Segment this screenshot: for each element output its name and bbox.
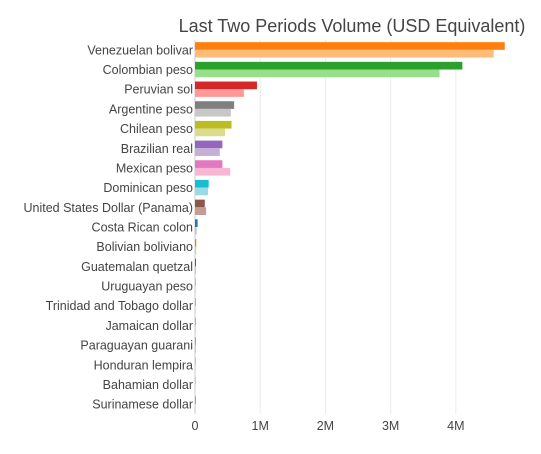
- bar-period-2[interactable]: [195, 305, 196, 314]
- bar-period-2[interactable]: [195, 246, 197, 255]
- bar-period-1[interactable]: [195, 199, 205, 208]
- bar-period-1[interactable]: [195, 101, 235, 109]
- category-label: Colombian peso: [103, 63, 193, 77]
- category-label: Bolivian boliviano: [96, 240, 193, 254]
- bar-period-2[interactable]: [195, 404, 196, 412]
- bar-period-1[interactable]: [195, 179, 209, 188]
- x-tick-label: 2M: [317, 419, 334, 433]
- category-label: Bahamian dollar: [103, 378, 193, 392]
- x-tick-label: 0: [192, 419, 199, 433]
- bar-period-1[interactable]: [195, 357, 196, 365]
- bar-period-1[interactable]: [195, 278, 196, 287]
- category-label: Guatemalan quetzal: [81, 260, 193, 274]
- bar-period-1[interactable]: [195, 140, 223, 149]
- bar-period-1[interactable]: [195, 219, 198, 227]
- bar-period-1[interactable]: [195, 258, 196, 267]
- category-label: United States Dollar (Panama): [23, 201, 193, 215]
- category-label: Paraguayan guarani: [80, 339, 193, 353]
- category-label: Chilean peso: [120, 122, 193, 136]
- category-label: Mexican peso: [116, 161, 193, 175]
- category-label: Brazilian real: [121, 142, 193, 156]
- bar-period-2[interactable]: [195, 266, 196, 275]
- bar-period-1[interactable]: [195, 396, 196, 405]
- x-tick-label: 4M: [447, 419, 464, 433]
- bar-period-2[interactable]: [195, 128, 225, 137]
- bar-period-2[interactable]: [195, 286, 196, 294]
- category-label: Peruvian sol: [124, 83, 193, 97]
- bar-period-1[interactable]: [195, 81, 257, 90]
- bar-period-1[interactable]: [195, 120, 232, 129]
- bar-period-2[interactable]: [195, 345, 196, 353]
- bar-period-2[interactable]: [195, 49, 494, 58]
- bar-period-2[interactable]: [195, 69, 440, 78]
- bar-period-1[interactable]: [195, 376, 196, 385]
- category-label: Trinidad and Tobago dollar: [46, 299, 193, 313]
- bar-period-2[interactable]: [195, 89, 244, 97]
- category-label: Venezuelan bolivar: [87, 43, 193, 57]
- bar-period-1[interactable]: [195, 239, 197, 247]
- bar-period-2[interactable]: [195, 384, 196, 393]
- bar-period-1[interactable]: [195, 42, 505, 50]
- category-label: Honduran lempira: [94, 358, 193, 372]
- bar-period-2[interactable]: [195, 364, 196, 373]
- bar-period-2[interactable]: [195, 108, 231, 117]
- category-label: Uruguayan peso: [101, 280, 193, 294]
- bar-period-1[interactable]: [195, 61, 463, 70]
- x-tick-label: 1M: [252, 419, 269, 433]
- category-label: Dominican peso: [103, 181, 193, 195]
- x-tick-label: 3M: [382, 419, 399, 433]
- category-label: Argentine peso: [109, 102, 193, 116]
- bar-period-2[interactable]: [195, 227, 197, 235]
- category-label: Surinamese dollar: [92, 398, 193, 412]
- bar-period-1[interactable]: [195, 317, 196, 326]
- bar-period-2[interactable]: [195, 207, 207, 215]
- bar-period-2[interactable]: [195, 148, 220, 156]
- bar-layer: [195, 42, 505, 412]
- bar-period-2[interactable]: [195, 167, 231, 176]
- chart-title: Last Two Periods Volume (USD Equivalent): [179, 16, 526, 36]
- category-label-layer: Venezuelan bolivar Colombian peso Peruvian…: [23, 43, 193, 411]
- bar-period-1[interactable]: [195, 160, 223, 168]
- category-label: Costa Rican colon: [92, 221, 193, 235]
- bar-period-1[interactable]: [195, 298, 196, 306]
- bar-period-2[interactable]: [195, 325, 196, 334]
- x-tick-layer: 0 1M 2M 3M 4M: [192, 419, 465, 433]
- category-label: Jamaican dollar: [105, 319, 193, 333]
- bar-period-2[interactable]: [195, 187, 209, 196]
- bar-period-1[interactable]: [195, 337, 196, 346]
